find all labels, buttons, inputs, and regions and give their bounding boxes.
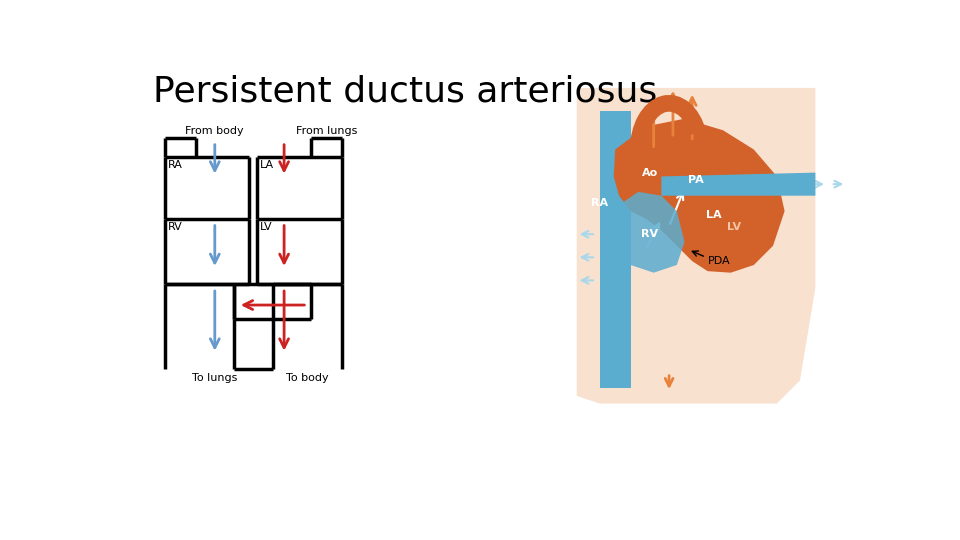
Polygon shape (615, 192, 684, 273)
Text: LA: LA (260, 160, 275, 170)
Text: To body: To body (286, 373, 328, 383)
Text: RV: RV (168, 222, 182, 232)
Text: LV: LV (260, 222, 273, 232)
Text: LA: LA (706, 210, 722, 220)
Text: PA: PA (688, 176, 704, 185)
Polygon shape (600, 111, 631, 388)
Text: RA: RA (168, 160, 182, 170)
Polygon shape (661, 173, 815, 195)
Text: PDA: PDA (708, 256, 731, 266)
Text: From lungs: From lungs (296, 126, 357, 136)
Polygon shape (577, 88, 815, 403)
Text: Persistent ductus arteriosus: Persistent ductus arteriosus (154, 75, 658, 109)
Text: RV: RV (641, 229, 659, 239)
Text: From body: From body (185, 126, 244, 136)
Text: Ao: Ao (641, 167, 658, 178)
Text: LV: LV (728, 221, 742, 232)
Text: RA: RA (591, 198, 609, 208)
Polygon shape (613, 119, 784, 273)
Text: To lungs: To lungs (192, 373, 237, 383)
